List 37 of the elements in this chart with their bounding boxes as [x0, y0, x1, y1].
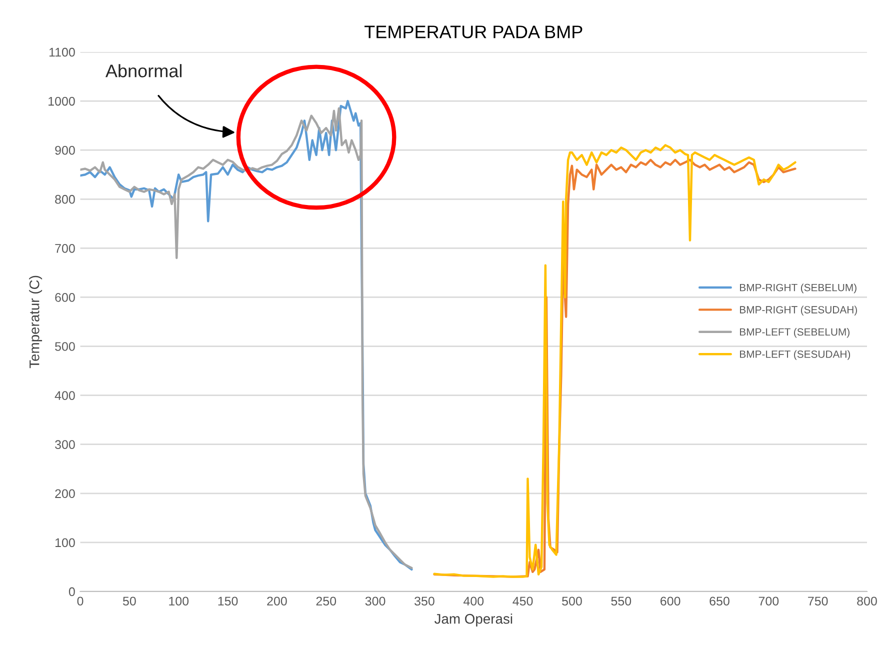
y-tick-label: 600: [55, 293, 75, 302]
x-tick-label: 500: [562, 596, 582, 606]
legend-label: BMP-RIGHT (SEBELUM): [740, 284, 856, 294]
x-tick-label: 50: [122, 596, 136, 606]
x-tick-label: 550: [611, 596, 632, 606]
annotation: Abnormal: [105, 64, 182, 78]
x-tick-label: 600: [660, 596, 680, 606]
legend-label: BMP-LEFT (SEBELUM): [740, 328, 850, 338]
y-tick-label: 900: [55, 146, 75, 155]
x-tick-label: 0: [77, 596, 84, 606]
y-tick-label: 700: [55, 244, 75, 253]
y-tick-label: 800: [55, 194, 75, 204]
x-tick-label: 800: [857, 596, 877, 606]
legend-label: BMP-LEFT (SESUDAH): [740, 350, 850, 360]
x-tick-label: 650: [710, 596, 730, 606]
x-tick-label: 200: [267, 596, 287, 606]
y-tick-label: 500: [55, 342, 75, 351]
chart-title: TEMPERATUR PADA BMP: [364, 26, 582, 38]
y-tick-label: 300: [55, 440, 75, 450]
x-tick-label: 450: [512, 596, 533, 606]
x-tick-label: 400: [463, 596, 484, 606]
y-tick-label: 200: [55, 489, 75, 498]
x-tick-label: 100: [169, 596, 189, 606]
x-tick-label: 700: [758, 596, 779, 606]
y-tick-label: 100: [56, 538, 75, 548]
x-tick-label: 300: [365, 596, 386, 606]
y-tick-label: 400: [54, 391, 75, 400]
x-tick-label: 250: [316, 596, 336, 606]
x-tick-label: 750: [808, 596, 828, 606]
legend-label: BMP-RIGHT (SESUDAH): [740, 306, 857, 316]
y-tick-label: 0: [68, 587, 75, 596]
y-tick-label: 1100: [49, 48, 75, 57]
x-tick-label: 150: [218, 596, 238, 606]
x-axis-title: Jam Operasi: [434, 614, 512, 627]
y-tick-label: 1000: [48, 96, 75, 106]
x-tick-label: 350: [414, 596, 434, 606]
y-axis-title: Temperatur (C): [29, 276, 42, 368]
